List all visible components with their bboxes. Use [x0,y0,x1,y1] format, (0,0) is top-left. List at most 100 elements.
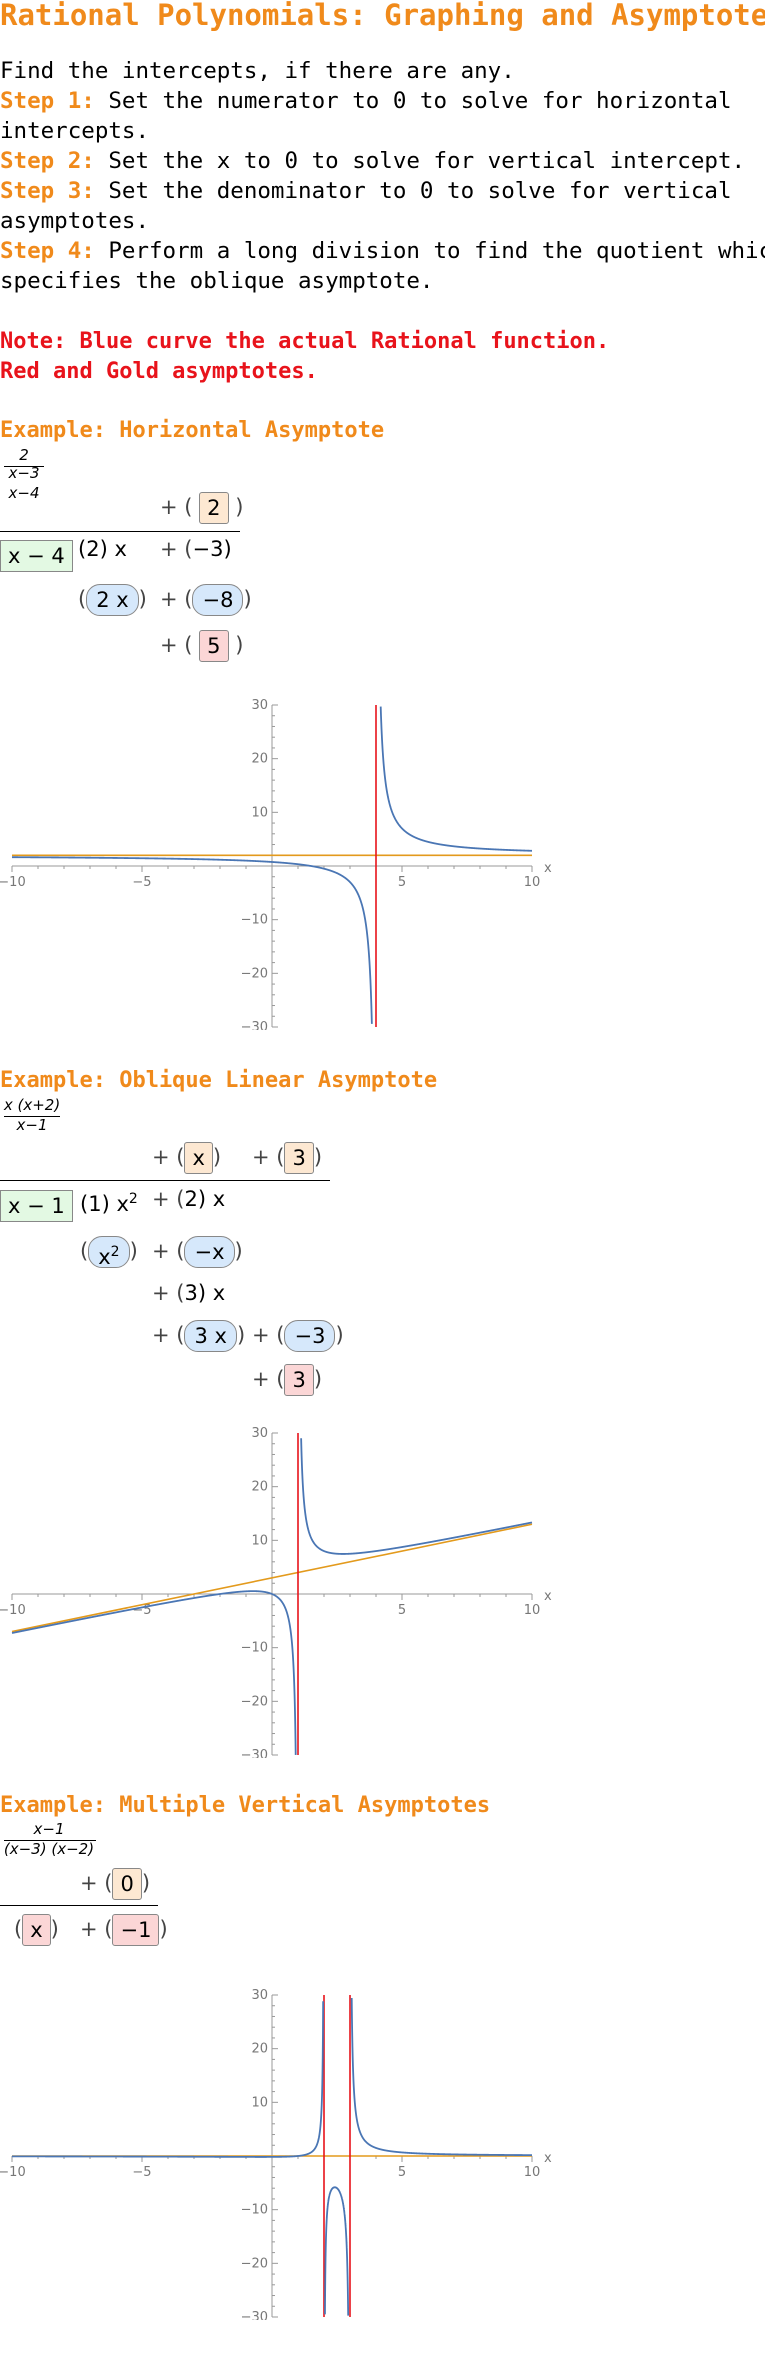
x-tick-label: −10 [0,1603,26,1618]
x-tick-label: −10 [0,875,26,890]
fraction-bar [4,1116,60,1117]
y-tick-label: 10 [251,1533,268,1548]
remainder-box: 3 [284,1364,314,1396]
division-bar [0,531,240,532]
division-bar [0,1905,158,1906]
divisor-box: x − 4 [0,540,73,572]
example-2-heading: Example: Oblique Linear Asymptote [0,1068,438,1093]
y-tick-label: 10 [251,2095,268,2110]
remainder-term: + (3) [252,1362,322,1396]
x-tick-label: 5 [398,875,406,890]
subtract-term: + (3 x) [152,1318,245,1352]
quotient-term: + (0) [80,1866,150,1900]
step-1: Step 1: Set the numerator to 0 to solve … [0,86,732,116]
subtract-constant: + (−8) [160,582,252,616]
subtract-term: (x2) [80,1234,138,1269]
fraction-denominator: x−4 [8,484,40,502]
function-curve [324,2186,350,2316]
y-tick-label: −20 [241,1694,268,1709]
intro-line: Find the intercepts, if there are any. [0,58,515,84]
fraction-bar [4,1840,96,1841]
subtract-term: + (−3) [252,1318,344,1352]
quotient-term: + (3) [252,1140,322,1174]
carried-term: + (3) x [152,1281,226,1305]
step-text: Perform a long division to find the quot… [94,238,765,264]
remainder-box: 5 [199,630,229,662]
y-tick-label: 30 [251,1988,268,2003]
x-tick-label: 10 [524,2165,541,2180]
y-tick-label: −30 [241,1748,268,1758]
step-label: Step 2: [0,148,95,174]
y-tick-label: −10 [241,913,268,928]
division-bar [0,1180,330,1181]
step-text: Set the x to 0 to solve for vertical int… [94,148,746,174]
fraction-denominator: (x−3) (x−2) [3,1840,95,1858]
y-tick-label: 20 [251,1480,268,1495]
note-line-2: Red and Gold asymptotes. [0,359,318,384]
dividend-term: (1) x2 [80,1191,138,1216]
fraction-numerator: 2 x−3 [8,446,40,482]
step-text: Set the numerator to 0 to solve for hori… [94,88,732,114]
y-tick-label: −30 [241,1020,268,1030]
subtract-box: −8 [192,584,244,616]
subtract-box: −3 [284,1320,336,1352]
step-label: Step 3: [0,178,95,204]
y-tick-label: 20 [251,752,268,767]
subtract-box: x2 [88,1236,130,1269]
dividend-term: (2) x [78,537,127,561]
remainder-box: x [22,1914,51,1946]
step-4-cont: specifies the oblique asymptote. [0,268,434,294]
x-tick-label: 5 [398,2165,406,2180]
example-1-fraction: 2 x−3 x−4 [2,446,46,502]
step-1-cont: intercepts. [0,118,150,144]
quotient-box: x [184,1142,213,1174]
fraction-denominator: x−1 [16,1116,48,1134]
y-tick-label: 10 [251,805,268,820]
step-text: Set the denominator to 0 to solve for ve… [94,178,732,204]
remainder-box: −1 [112,1914,160,1946]
function-curve [350,1997,532,2157]
subtract-term: + (−x) [152,1234,243,1268]
quotient-box: 0 [112,1868,142,1900]
example-2-fraction: x (x+2) x−1 [2,1096,62,1134]
step-3-cont: asymptotes. [0,208,150,234]
subtract-box: 3 x [184,1320,237,1352]
fraction-bar [4,466,44,467]
x-tick-label: 10 [524,1603,541,1618]
step-3: Step 3: Set the denominator to 0 to solv… [0,176,732,206]
example-1-heading: Example: Horizontal Asymptote [0,418,385,443]
dividend-constant: + (−3) [160,537,232,561]
y-tick-label: −10 [241,2203,268,2218]
fraction-numerator: x (x+2) [3,1096,61,1114]
function-curve [11,1590,297,1755]
step-label: Step 4: [0,238,95,264]
x-axis-label: x [544,1589,552,1604]
quotient-box: 3 [284,1142,314,1174]
y-tick-label: −10 [241,1641,268,1656]
subtract-box: −x [184,1236,235,1268]
function-curve [12,2001,325,2158]
note-line-1: Note: Blue curve the actual Rational fun… [0,329,610,354]
x-axis-label: x [544,2151,552,2166]
page-title: Rational Polynomials: Graphing and Asymp… [0,0,765,32]
subtract-box: 2 x [86,584,139,616]
step-label: Step 1: [0,88,95,114]
fraction-numerator: x−1 [33,1820,65,1838]
y-tick-label: −20 [241,2256,268,2271]
remainder-term: (x) [14,1912,59,1946]
y-tick-label: 30 [251,1426,268,1441]
divisor: x − 4 [0,538,73,572]
divisor: x − 1 [0,1188,73,1222]
quotient-term: + (x) [152,1140,221,1174]
y-tick-label: 20 [251,2042,268,2057]
x-tick-label: −5 [132,2165,151,2180]
example-3-heading: Example: Multiple Vertical Asymptotes [0,1793,491,1818]
example-3-fraction: x−1 (x−3) (x−2) [2,1820,96,1858]
step-2: Step 2: Set the x to 0 to solve for vert… [0,146,745,176]
x-axis-label: x [544,861,552,876]
remainder-term: + ( 5 ) [160,628,243,662]
divisor-box: x − 1 [0,1190,73,1222]
